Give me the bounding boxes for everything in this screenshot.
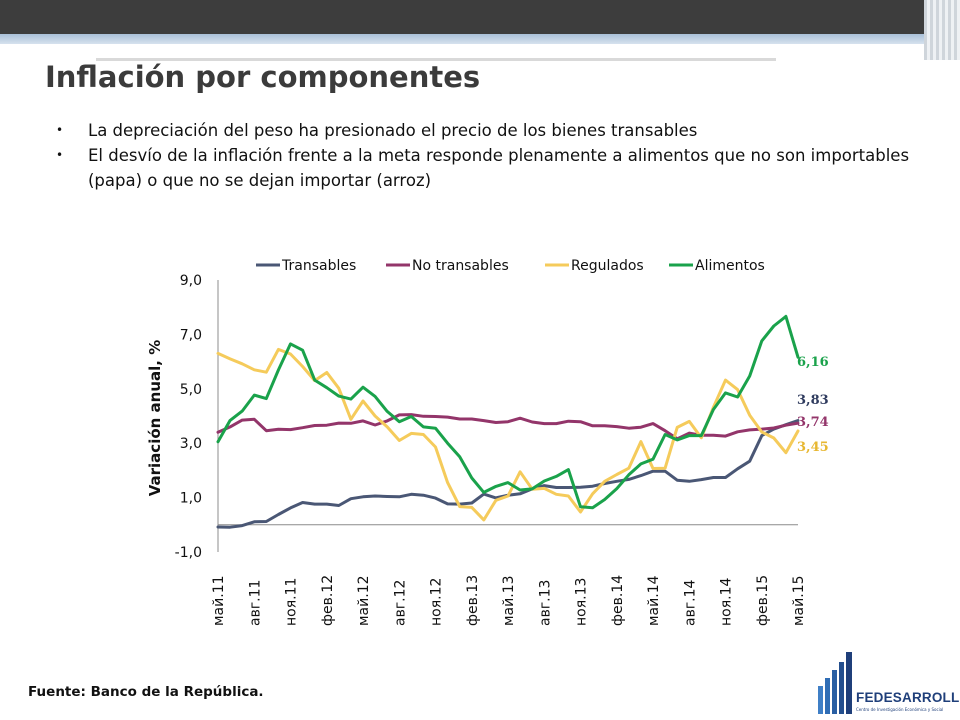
slide-top-corner-decoration bbox=[924, 0, 960, 60]
logo-name: FEDESARROLLO bbox=[856, 690, 960, 705]
y-axis: 9,0 7,0 5,0 3,0 1,0 -1,0 bbox=[175, 273, 219, 561]
legend-label: No transables bbox=[412, 258, 509, 274]
series-end-label: 3,45 bbox=[797, 440, 829, 455]
x-tick-label: авг.13 bbox=[537, 580, 553, 626]
logo-bars-icon bbox=[818, 652, 852, 714]
bullet-item: • La depreciación del peso ha presionado … bbox=[56, 118, 916, 143]
x-tick-label: фев.14 bbox=[610, 575, 626, 626]
x-tick-label: май.15 bbox=[791, 575, 807, 626]
x-tick-label: ноя.13 bbox=[574, 578, 590, 626]
y-tick-label: 1,0 bbox=[180, 491, 202, 507]
y-tick-label: 7,0 bbox=[180, 327, 202, 343]
series-end-label: 3,83 bbox=[797, 393, 829, 408]
x-tick-label: май.12 bbox=[356, 575, 372, 626]
legend-label: Alimentos bbox=[695, 258, 765, 274]
x-tick-label: ноя.14 bbox=[719, 578, 735, 626]
bullet-text: El desvío de la inflación frente a la me… bbox=[88, 146, 910, 190]
series-line-3 bbox=[216, 314, 800, 510]
y-tick-label: -1,0 bbox=[175, 545, 202, 561]
title-underline-decoration bbox=[96, 58, 776, 61]
y-tick-label: 9,0 bbox=[180, 273, 202, 289]
bullet-glyph: • bbox=[56, 123, 64, 137]
series-lines bbox=[216, 314, 800, 529]
x-tick-label: ноя.12 bbox=[429, 578, 445, 626]
source-note: Fuente: Banco de la República. bbox=[28, 684, 264, 700]
x-tick-label: ноя.11 bbox=[284, 578, 300, 626]
logo-tagline: Centro de Investigación Económica y Soci… bbox=[856, 707, 944, 712]
legend-label: Transables bbox=[281, 258, 356, 274]
bullet-item: • El desvío de la inflación frente a la m… bbox=[56, 143, 916, 193]
bullet-text: La depreciación del peso ha presionado e… bbox=[88, 121, 698, 140]
x-axis: май.11 авг.11 ноя.11 фев.12 май.12 авг.12 ноя.… bbox=[211, 524, 807, 626]
series-end-label: 3,74 bbox=[797, 415, 829, 430]
fedesarrollo-logo: FEDESARROLLO Centro de Investigación Eco… bbox=[816, 648, 960, 716]
legend-label: Regulados bbox=[571, 258, 644, 274]
slide-top-strip bbox=[0, 34, 960, 44]
slide-top-bar bbox=[0, 0, 960, 34]
series-end-labels: 3,83 3,74 3,45 6,16 bbox=[797, 355, 829, 455]
bullet-glyph: • bbox=[56, 148, 64, 162]
x-tick-label: фев.12 bbox=[320, 575, 336, 626]
bullet-list: • La depreciación del peso ha presionado … bbox=[56, 118, 916, 193]
x-tick-label: авг.14 bbox=[682, 579, 698, 626]
series-end-label: 6,16 bbox=[797, 355, 829, 370]
x-tick-label: фев.15 bbox=[755, 575, 771, 626]
x-tick-label: май.14 bbox=[646, 575, 662, 626]
chart-legend: Transables No transables Regulados Alimento… bbox=[256, 258, 765, 274]
x-tick-label: фев.13 bbox=[465, 575, 481, 626]
x-tick-label: авг.12 bbox=[392, 580, 408, 626]
y-axis-title: Variación anual, % bbox=[146, 340, 164, 497]
y-tick-label: 3,0 bbox=[180, 436, 202, 452]
x-tick-label: авг.11 bbox=[247, 580, 263, 626]
y-tick-label: 5,0 bbox=[180, 382, 202, 398]
x-tick-label: май.13 bbox=[501, 575, 517, 626]
slide-title: Inflación por componentes bbox=[45, 60, 481, 94]
x-tick-label: май.11 bbox=[211, 575, 227, 626]
